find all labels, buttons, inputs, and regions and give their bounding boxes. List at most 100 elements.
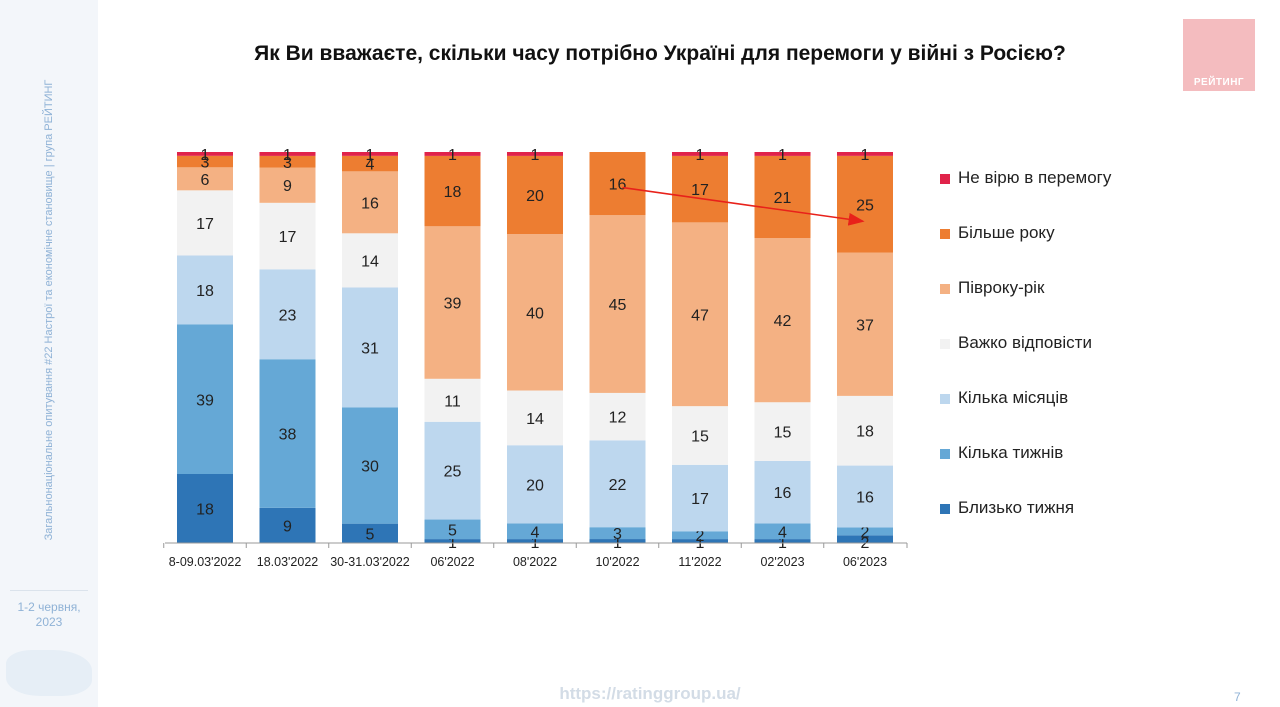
bar-segment: [672, 406, 728, 465]
bar-segment: [424, 421, 481, 520]
stacked-bar-chart: 183918176318-09.03'2022938231793118.03'2…: [163, 147, 908, 569]
logo-text: РЕЙТИНГ: [1193, 77, 1245, 88]
data-label: 4: [366, 157, 375, 174]
bar-segment: [424, 152, 481, 156]
data-label: 42: [774, 313, 792, 330]
data-label: 17: [196, 216, 214, 233]
data-label: 25: [444, 464, 462, 481]
bar-segment: [837, 155, 893, 253]
data-label: 40: [526, 305, 544, 322]
data-label: 9: [283, 518, 292, 535]
legend-swatch: [940, 174, 950, 184]
data-label: 2: [861, 524, 870, 541]
data-label: 20: [526, 188, 544, 205]
data-label: 16: [609, 177, 627, 194]
data-label: 47: [691, 307, 709, 324]
data-label: 17: [279, 229, 297, 246]
data-label: 1: [448, 147, 457, 164]
bar-segment: [754, 155, 811, 239]
bar-segment: [837, 395, 893, 466]
bar-segment: [342, 152, 398, 156]
data-label: 18: [196, 283, 214, 300]
bar-segment: [259, 507, 316, 543]
x-tick-label: 10'2022: [595, 555, 639, 569]
data-label: 14: [361, 253, 379, 270]
data-label: 22: [609, 477, 627, 494]
data-label: 45: [609, 297, 627, 314]
legend-label: Не вірю в перемогу: [958, 168, 1112, 187]
data-label: 18: [196, 502, 214, 519]
legend-label: Кілька тижнів: [958, 443, 1064, 462]
data-label: 18: [856, 424, 874, 441]
bar-segment: [259, 202, 316, 270]
legend-swatch: [940, 394, 950, 404]
bar-segment: [837, 152, 893, 156]
bar-segment: [177, 474, 233, 543]
data-label: 15: [691, 428, 709, 445]
data-label: 31: [361, 341, 379, 358]
sidebar-date-text: 1-2 червня, 2023: [17, 600, 81, 629]
bar-segment: [424, 226, 481, 379]
data-label: 37: [856, 317, 874, 334]
data-label: 3: [613, 526, 622, 543]
data-label: 1: [366, 147, 375, 164]
bar-segment: [177, 255, 233, 325]
ukraine-map-icon: [6, 650, 92, 696]
bar-segment: [342, 523, 398, 543]
bar-segment: [672, 539, 728, 543]
page-number: 7: [1234, 690, 1241, 704]
x-tick-label: 11'2022: [678, 555, 721, 569]
bar-segment: [589, 539, 646, 543]
data-label: 18: [444, 184, 462, 201]
bar-segment: [672, 222, 728, 407]
bar-segment: [342, 171, 398, 234]
bar-segment: [754, 238, 811, 403]
sidebar-divider: [10, 590, 88, 591]
bar-segment: [342, 287, 398, 408]
bar-segment: [754, 539, 811, 543]
data-label: 12: [609, 410, 627, 427]
bar-segment: [589, 152, 646, 216]
data-label: 6: [201, 172, 210, 189]
bar-segment: [507, 234, 563, 391]
data-label: 5: [366, 526, 375, 543]
data-label: 14: [526, 411, 544, 428]
bar-segment: [177, 190, 233, 256]
data-label: 1: [861, 147, 870, 164]
data-label: 25: [856, 197, 874, 214]
legend-swatch: [940, 339, 950, 349]
legend-swatch: [940, 284, 950, 294]
data-label: 4: [531, 524, 540, 541]
chart-title: Як Ви вважаєте, скільки часу потрібно Ук…: [254, 42, 1066, 65]
bar-segment: [259, 167, 316, 203]
bar-segment: [507, 152, 563, 156]
data-label: 3: [283, 155, 292, 172]
data-label: 20: [526, 477, 544, 494]
data-label: 5: [448, 522, 457, 539]
x-tick-label: 08'2022: [513, 555, 557, 569]
bar-segment: [342, 155, 398, 172]
bar-segment: [424, 155, 481, 227]
data-label: 16: [361, 195, 379, 212]
bar-segment: [177, 324, 233, 474]
x-tick-label: 18.03'2022: [257, 555, 319, 569]
bar-segment: [507, 523, 563, 540]
bar-segment: [507, 539, 563, 543]
bar-segment: [589, 440, 646, 528]
bar-segment: [837, 527, 893, 536]
legend-label: Кілька місяців: [958, 388, 1069, 407]
bar-segment: [754, 402, 811, 461]
bar-segment: [424, 519, 481, 540]
bar-segment: [259, 269, 316, 360]
x-tick-label: 8-09.03'2022: [169, 555, 242, 569]
bar-segment: [837, 252, 893, 396]
bar-segment: [177, 155, 233, 168]
bar-segment: [177, 152, 233, 156]
bar-segment: [672, 152, 728, 156]
bar-segment: [754, 460, 811, 524]
bar-segment: [672, 464, 728, 532]
bar-segment: [177, 167, 233, 191]
footer-url[interactable]: https://ratinggroup.ua/: [559, 684, 741, 703]
legend-label: Більше року: [958, 223, 1055, 242]
bar-segment: [259, 359, 316, 508]
